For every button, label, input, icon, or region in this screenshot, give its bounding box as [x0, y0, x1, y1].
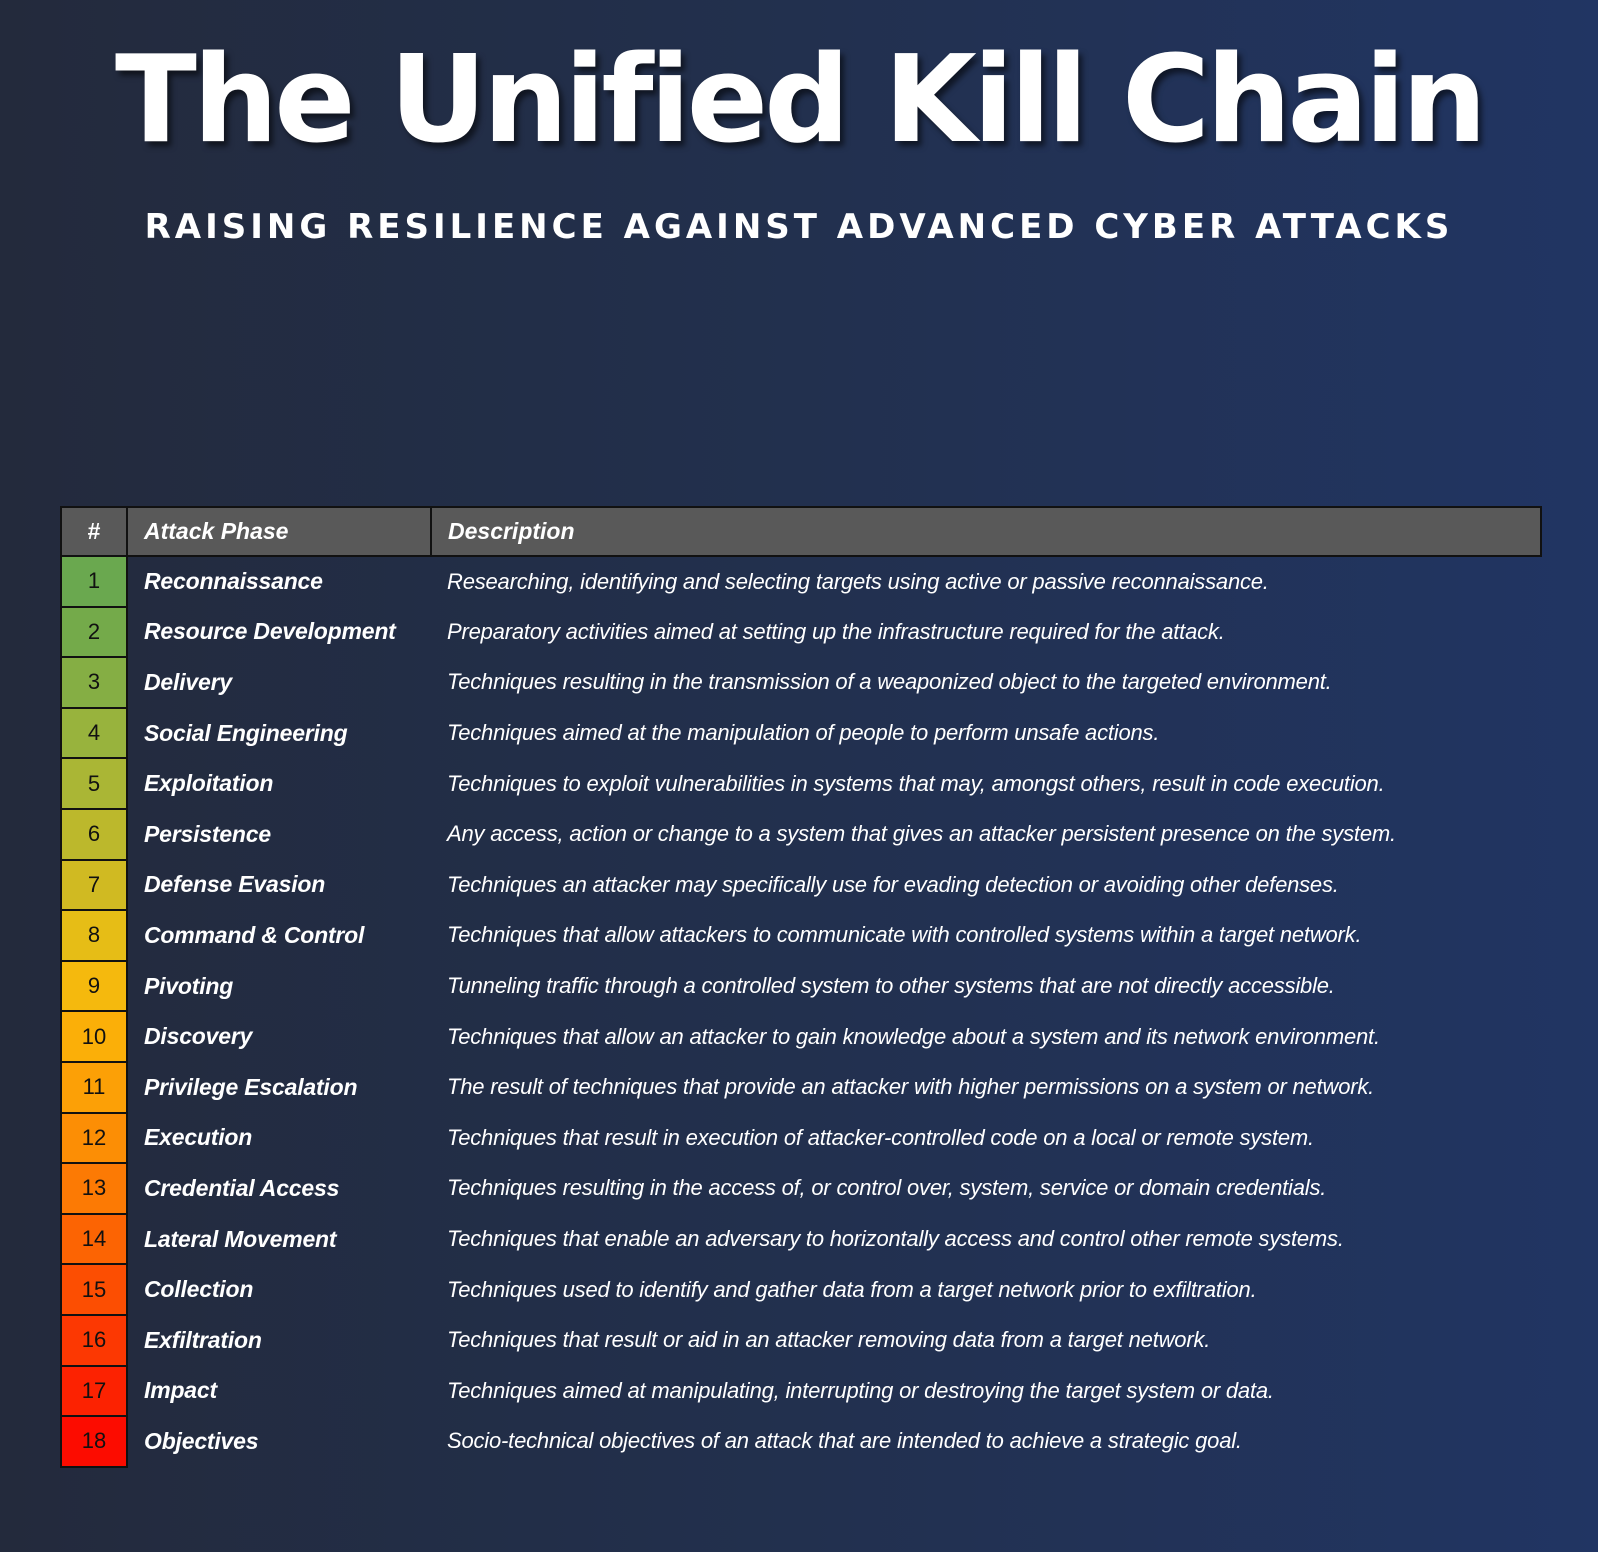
phase-description: Techniques that allow an attacker to gai…	[447, 1023, 1380, 1049]
phase-description: Tunneling traffic through a controlled s…	[447, 973, 1335, 999]
phase-name: Execution	[144, 1124, 253, 1151]
page-title: The Unified Kill Chain	[114, 31, 1487, 170]
phase-number: 13	[60, 1162, 128, 1215]
phase-description: Techniques used to identify and gather d…	[447, 1276, 1257, 1302]
phase-number: 4	[60, 706, 128, 760]
phase-number: 1	[60, 555, 128, 608]
phase-description: Techniques aimed at manipulating, interr…	[447, 1377, 1274, 1403]
column-header-number: #	[60, 506, 128, 557]
table-row: 7 Defense Evasion Techniques an attacker m…	[60, 858, 1541, 912]
phase-description: Techniques to exploit vulnerabilities in…	[447, 770, 1385, 796]
phase-name: Credential Access	[144, 1174, 340, 1201]
phase-description: Preparatory activities aimed at setting …	[447, 618, 1225, 644]
phase-number: 18	[60, 1415, 128, 1468]
phase-name: Pivoting	[144, 972, 234, 999]
table-row: 18 Objectives Socio-technical objectives o…	[60, 1415, 1541, 1468]
phase-name: Lateral Movement	[144, 1225, 337, 1252]
phase-number: 8	[60, 909, 128, 962]
table-row: 1 Reconnaissance Researching, identifying …	[60, 555, 1541, 608]
phase-number: 9	[60, 959, 128, 1013]
phase-number: 5	[60, 757, 128, 810]
phase-number: 14	[60, 1212, 128, 1266]
table-row: 13 Credential Access Techniques resulting …	[60, 1162, 1541, 1215]
phase-name: Delivery	[144, 668, 232, 695]
phase-description: Techniques that enable an adversary to h…	[447, 1226, 1344, 1252]
column-header-attack-phase: Attack Phase	[126, 506, 432, 557]
phase-name: Persistence	[144, 820, 271, 847]
phase-number: 11	[60, 1060, 128, 1114]
phase-name: Impact	[144, 1377, 217, 1404]
phase-name: Reconnaissance	[144, 568, 323, 595]
phase-name: Privilege Escalation	[144, 1073, 358, 1100]
table-row: 10 Discovery Techniques that allow an atta…	[60, 1010, 1541, 1063]
page-subtitle: RAISING RESILIENCE AGAINST ADVANCED CYBE…	[144, 207, 1454, 247]
phase-description: Socio-technical objectives of an attack …	[447, 1428, 1242, 1454]
table-row: 14 Lateral Movement Techniques that enable…	[60, 1212, 1541, 1266]
phase-description: Techniques that allow attackers to commu…	[447, 922, 1362, 948]
table-row: 11 Privilege Escalation The result of tech…	[60, 1060, 1541, 1114]
column-header-description: Description	[430, 506, 1542, 557]
phase-description: Techniques that result or aid in an atta…	[447, 1327, 1211, 1353]
phase-description: The result of techniques that provide an…	[447, 1074, 1375, 1100]
phase-number: 2	[60, 605, 128, 659]
phase-name: Social Engineering	[144, 719, 348, 746]
phase-number: 17	[60, 1364, 128, 1418]
phase-number: 7	[60, 858, 128, 912]
phase-number: 3	[60, 656, 128, 709]
phase-number: 12	[60, 1111, 128, 1165]
table-row: 8 Command & Control Techniques that allow …	[60, 909, 1541, 962]
table-body: 1 Reconnaissance Researching, identifying …	[60, 555, 1541, 1468]
table-row: 2 Resource Development Preparatory activit…	[60, 605, 1541, 659]
table-row: 9 Pivoting Tunneling traffic through a con…	[60, 959, 1541, 1013]
phase-name: Exfiltration	[144, 1326, 262, 1353]
phase-number: 16	[60, 1313, 128, 1367]
phase-description: Techniques aimed at the manipulation of …	[447, 720, 1160, 746]
table-row: 15 Collection Techniques used to identify …	[60, 1263, 1541, 1316]
phase-name: Defense Evasion	[144, 871, 326, 898]
phase-number: 6	[60, 807, 128, 861]
table-row: 6 Persistence Any access, action or change…	[60, 807, 1541, 861]
phase-name: Resource Development	[144, 618, 396, 645]
phase-name: Collection	[144, 1276, 254, 1303]
table-row: 12 Execution Techniques that result in exe…	[60, 1111, 1541, 1165]
phase-name: Discovery	[144, 1023, 253, 1050]
table-row: 16 Exfiltration Techniques that result or …	[60, 1313, 1541, 1367]
phase-number: 15	[60, 1263, 128, 1316]
phase-name: Exploitation	[144, 770, 274, 797]
table-row: 17 Impact Techniques aimed at manipulating…	[60, 1364, 1541, 1418]
phase-description: Techniques that result in execution of a…	[447, 1124, 1314, 1150]
kill-chain-table: # Attack Phase Description 1 Reconnaissan…	[60, 506, 1542, 1468]
phase-name: Objectives	[144, 1427, 259, 1454]
phase-description: Techniques resulting in the access of, o…	[447, 1175, 1327, 1201]
phase-description: Techniques resulting in the transmission…	[447, 669, 1332, 695]
phase-description: Techniques an attacker may specifically …	[447, 871, 1339, 897]
table-header-row: # Attack Phase Description	[60, 506, 1542, 557]
table-row: 3 Delivery Techniques resulting in the tra…	[60, 656, 1541, 709]
phase-description: Any access, action or change to a system…	[447, 821, 1396, 847]
phase-number: 10	[60, 1010, 128, 1063]
table-row: 5 Exploitation Techniques to exploit vulne…	[60, 757, 1541, 810]
phase-name: Command & Control	[144, 921, 365, 948]
table-row: 4 Social Engineering Techniques aimed at t…	[60, 706, 1541, 760]
phase-description: Researching, identifying and selecting t…	[447, 568, 1269, 594]
